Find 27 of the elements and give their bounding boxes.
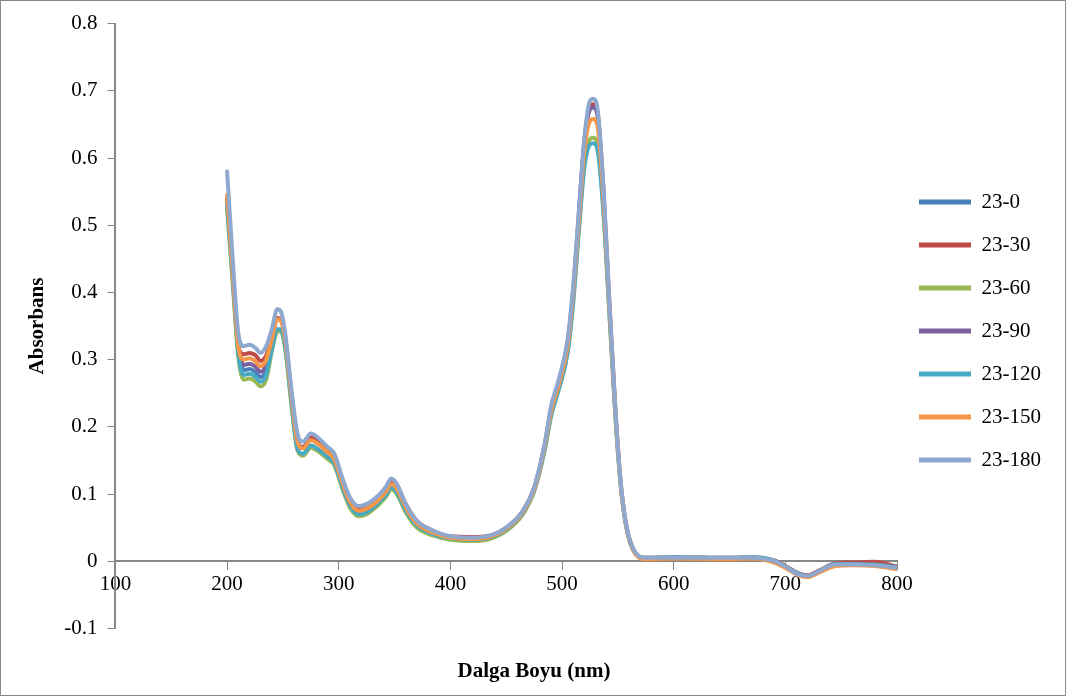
y-tick-label: 0.3 bbox=[71, 346, 98, 371]
x-tick-label: 300 bbox=[323, 571, 355, 596]
y-axis-title: Absorbans bbox=[24, 277, 49, 375]
legend-label: 23-0 bbox=[981, 188, 1021, 213]
x-tick-label: 800 bbox=[881, 571, 913, 596]
legend-label: 23-60 bbox=[981, 274, 1031, 299]
legend-label: 23-90 bbox=[981, 317, 1031, 342]
x-tick-label: 400 bbox=[434, 571, 467, 596]
legend-label: 23-30 bbox=[981, 231, 1031, 256]
x-tick-label: 500 bbox=[546, 571, 578, 596]
legend-label: 23-150 bbox=[981, 403, 1042, 428]
x-tick-label: 600 bbox=[657, 571, 690, 596]
y-tick-label: 0.6 bbox=[71, 144, 98, 169]
y-tick-label: 0.8 bbox=[71, 10, 98, 35]
y-tick-label: 0.7 bbox=[71, 77, 98, 102]
x-tick-label: 200 bbox=[211, 571, 243, 596]
y-tick-label: 0.5 bbox=[71, 211, 98, 236]
legend-label: 23-180 bbox=[981, 446, 1042, 471]
y-tick-label: 0 bbox=[86, 547, 98, 572]
x-tick-label: 100 bbox=[99, 571, 132, 596]
y-tick-label: 0.4 bbox=[71, 278, 98, 303]
x-tick-label: 700 bbox=[769, 571, 802, 596]
y-tick-label: 0.2 bbox=[71, 413, 98, 438]
y-tick-label: 0.1 bbox=[71, 480, 98, 505]
y-tick-label: -0.1 bbox=[64, 614, 98, 639]
legend-label: 23-120 bbox=[981, 360, 1042, 385]
x-axis-title: Dalga Boyu (nm) bbox=[456, 658, 612, 683]
